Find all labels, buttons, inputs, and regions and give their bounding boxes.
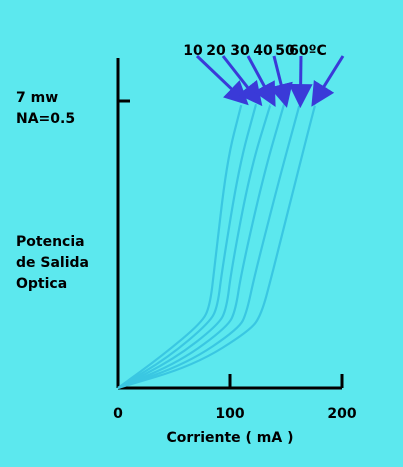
temperature-label-0: 10 (183, 43, 203, 59)
series-line-40 (118, 105, 284, 388)
temperature-label-2: 30 (230, 43, 250, 59)
temperature-label-1: 20 (206, 43, 226, 59)
x-tick-label-1: 100 (215, 406, 244, 422)
temperature-arrow-10 (197, 56, 242, 99)
series-line-10 (118, 105, 241, 388)
temperature-arrow-50 (300, 56, 301, 99)
temperature-label-5: 60ºC (289, 43, 327, 59)
temperature-arrow-40 (274, 56, 285, 99)
x-tick-label-2: 200 (327, 406, 356, 422)
temperature-arrow-60 (316, 56, 343, 99)
x-tick-label-0: 0 (113, 406, 123, 422)
temperature-label-3: 40 (253, 43, 273, 59)
